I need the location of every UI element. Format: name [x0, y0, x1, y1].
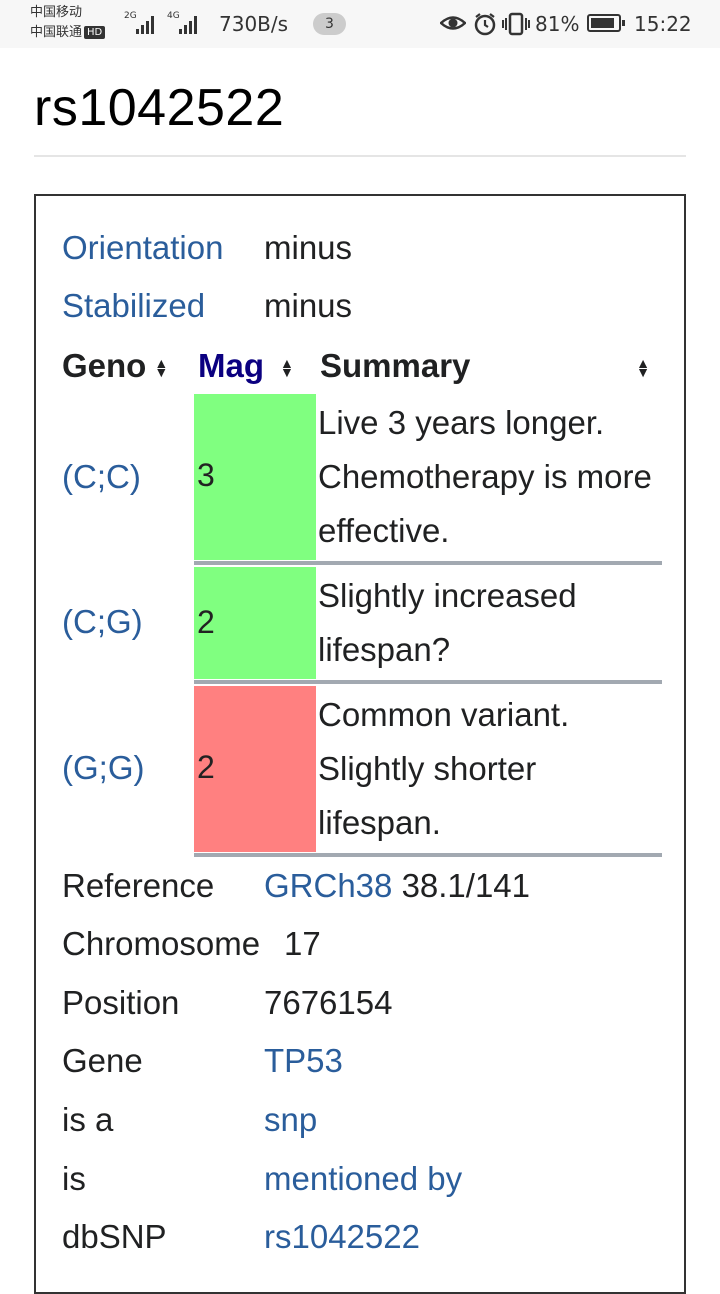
- carrier-2: 中国联通: [30, 25, 83, 40]
- eye-icon: [440, 16, 466, 30]
- dbsnp-link[interactable]: rs1042522: [264, 1218, 420, 1255]
- mag-header-label: Mag: [198, 347, 264, 384]
- is-a-label: is a: [62, 1101, 114, 1138]
- vibrate-icon: [502, 12, 530, 36]
- reference-row: Reference GRCh38 38.1/141: [62, 866, 530, 906]
- is-a-row: is a snp: [62, 1100, 317, 1140]
- carrier-1: 中国移动: [30, 5, 83, 20]
- chromosome-value: 17: [284, 925, 321, 962]
- genotype-summary: Live 3 years longer. Chemotherapy is mor…: [318, 404, 652, 549]
- summary-column-header[interactable]: Summary ▲ ▼: [320, 346, 650, 386]
- stabilized-row: Stabilized minus: [62, 286, 352, 326]
- orientation-value: minus: [264, 229, 353, 266]
- gene-row: Gene TP53: [62, 1041, 343, 1081]
- summary-header-label: Summary: [320, 347, 471, 384]
- battery-icon: [587, 14, 625, 32]
- genotype-link[interactable]: (C;G): [62, 603, 143, 640]
- status-bar: 中国移动 中国联通 HD 2G 4G 730B/s 3 81% 15:22: [0, 0, 720, 48]
- magnitude-value: 2: [197, 749, 215, 785]
- notification-badge: 3: [313, 13, 346, 35]
- signal-4g-label: 4G: [167, 11, 180, 21]
- snp-infobox: Orientation minus Stabilized minus Geno ▲…: [34, 194, 686, 1294]
- reference-link[interactable]: GRCh38: [264, 867, 393, 904]
- mentioned-by-link[interactable]: mentioned by: [264, 1160, 463, 1197]
- magnitude-value: 2: [197, 604, 215, 640]
- battery-percent: 81%: [535, 12, 580, 36]
- dbsnp-label: dbSNP: [62, 1218, 167, 1255]
- row-divider: [194, 680, 662, 684]
- signal-2g-label: 2G: [124, 11, 137, 21]
- position-row: Position 7676154: [62, 983, 392, 1023]
- genotype-link[interactable]: (C;C): [62, 458, 141, 495]
- genotype-summary: Slightly increased lifespan?: [318, 577, 577, 668]
- genotype-link[interactable]: (G;G): [62, 749, 145, 786]
- orientation-row: Orientation minus: [62, 228, 352, 268]
- magnitude-cell: 2: [194, 686, 316, 852]
- page-title: rs1042522: [34, 79, 285, 137]
- is-label: is: [62, 1160, 86, 1197]
- stabilized-label-link[interactable]: Stabilized: [62, 287, 206, 324]
- position-value: 7676154: [264, 984, 393, 1021]
- magnitude-value: 3: [197, 457, 215, 493]
- mag-column-header[interactable]: Mag ▲ ▼: [198, 346, 294, 386]
- row-divider: [194, 853, 662, 857]
- geno-header-label: Geno: [62, 347, 147, 384]
- snp-link[interactable]: snp: [264, 1101, 318, 1138]
- dbsnp-row: dbSNP rs1042522: [62, 1217, 420, 1257]
- alarm-icon: [474, 13, 496, 36]
- position-label: Position: [62, 984, 180, 1021]
- magnitude-cell: 2: [194, 567, 316, 679]
- geno-column-header[interactable]: Geno ▲ ▼: [62, 346, 168, 386]
- genotype-summary: Common variant. Slightly shorter lifespa…: [318, 696, 570, 841]
- gene-link[interactable]: TP53: [264, 1042, 343, 1079]
- sort-icon: ▲ ▼: [154, 355, 169, 381]
- magnitude-cell: 3: [194, 394, 316, 560]
- sort-icon: ▲ ▼: [636, 355, 650, 380]
- row-divider: [194, 561, 662, 565]
- stabilized-value: minus: [264, 287, 353, 324]
- carrier-info: 中国移动 中国联通 HD: [30, 3, 106, 43]
- net-speed: 730B/s: [219, 12, 289, 36]
- title-divider: [34, 155, 686, 157]
- sort-icon: ▲ ▼: [280, 355, 294, 381]
- gene-label: Gene: [62, 1042, 143, 1079]
- hd-badge: HD: [84, 26, 106, 39]
- reference-version: 38.1/141: [401, 867, 531, 904]
- orientation-label-link[interactable]: Orientation: [62, 229, 224, 266]
- chromosome-row: Chromosome 17: [62, 924, 321, 964]
- clock: 15:22: [634, 12, 692, 36]
- is-row: is mentioned by: [62, 1159, 462, 1199]
- chromosome-label: Chromosome: [62, 925, 261, 962]
- reference-label: Reference: [62, 867, 215, 904]
